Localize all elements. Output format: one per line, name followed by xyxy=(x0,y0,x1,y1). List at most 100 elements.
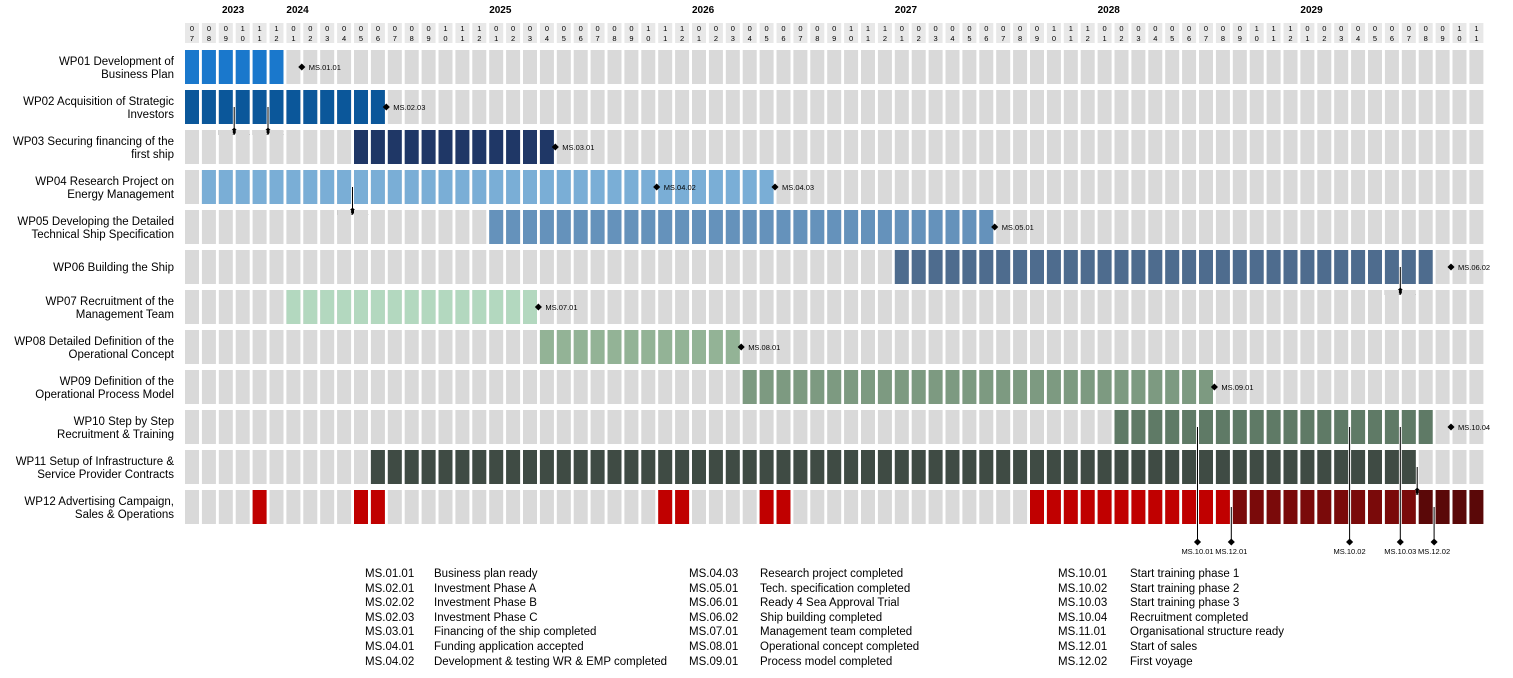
grid-cell xyxy=(320,210,335,244)
grid-cell xyxy=(337,410,352,444)
grid-cell xyxy=(1199,290,1213,324)
milestone-code: MS.07.01 xyxy=(545,303,577,312)
wp-bar-cell xyxy=(1351,410,1366,444)
month-digit-units: 6 xyxy=(984,34,988,43)
milestone-diamond xyxy=(991,223,999,231)
grid-cell xyxy=(725,50,740,84)
grid-cell xyxy=(1283,330,1298,364)
grid-cell xyxy=(337,330,352,364)
wp-bar-cell xyxy=(404,130,419,164)
wp-bar-cell xyxy=(1182,490,1197,524)
grid-cell xyxy=(370,330,385,364)
grid-cell xyxy=(1401,290,1416,324)
legend-description: Recruitment completed xyxy=(1130,611,1249,624)
grid-cell xyxy=(218,210,233,244)
wp-bar-cell xyxy=(421,170,436,204)
grid-cell xyxy=(218,490,233,524)
grid-cell xyxy=(1452,90,1467,124)
wp-bar-cell xyxy=(1030,250,1044,284)
wp-bar-cell xyxy=(861,370,875,404)
wp-bar-cell xyxy=(506,450,521,484)
wp-bar-cell xyxy=(337,170,352,204)
grid-cell xyxy=(235,330,250,364)
wp-bar-cell xyxy=(675,170,690,204)
grid-cell xyxy=(1199,50,1213,84)
wp-bar-cell xyxy=(590,170,605,204)
month-digit-units: 7 xyxy=(393,34,397,43)
wp-bar-cell xyxy=(1401,410,1416,444)
grid-cell xyxy=(472,50,487,84)
grid-cell xyxy=(1351,50,1366,84)
month-digit-units: 2 xyxy=(477,34,481,43)
grid-cell xyxy=(692,50,706,84)
grid-cell xyxy=(1317,170,1332,204)
grid-cell xyxy=(675,50,690,84)
grid-cell xyxy=(1452,50,1467,84)
month-digit-units: 1 xyxy=(1069,34,1073,43)
grid-cell xyxy=(877,410,892,444)
grid-cell xyxy=(1215,170,1230,204)
grid-cell xyxy=(303,210,318,244)
wp-bar-cell xyxy=(1283,410,1298,444)
month-header-cell xyxy=(455,23,470,43)
wp-bar-cell xyxy=(725,170,740,204)
wp-label: WP05 Developing the Detailed xyxy=(17,216,174,228)
grid-cell xyxy=(252,130,267,164)
grid-cell xyxy=(708,370,723,404)
grid-cell xyxy=(708,130,723,164)
wp-bar-cell xyxy=(370,170,385,204)
grid-cell xyxy=(370,250,385,284)
wp-bar-cell xyxy=(320,290,335,324)
wp-bar-cell xyxy=(1266,450,1281,484)
grid-cell xyxy=(506,250,521,284)
wp-bar-cell xyxy=(303,170,318,204)
legend-code: MS.10.03 xyxy=(1058,597,1108,610)
month-header-cell xyxy=(894,23,909,43)
grid-cell xyxy=(337,250,352,284)
month-digit-tens: 1 xyxy=(477,24,481,33)
grid-cell xyxy=(303,330,318,364)
month-digit-tens: 0 xyxy=(832,24,836,33)
wp-bar-cell xyxy=(1097,370,1112,404)
grid-cell xyxy=(286,130,301,164)
wp-bar-cell xyxy=(1063,490,1078,524)
month-digit-tens: 0 xyxy=(798,24,802,33)
month-digit-units: 6 xyxy=(781,34,785,43)
month-digit-tens: 0 xyxy=(950,24,954,33)
month-digit-units: 6 xyxy=(1187,34,1191,43)
month-header-cell xyxy=(489,23,504,43)
grid-cell xyxy=(1030,330,1044,364)
grid-cell xyxy=(979,90,994,124)
grid-cell xyxy=(269,450,284,484)
month-header-cell xyxy=(1114,23,1129,43)
wp-bar-cell xyxy=(421,290,436,324)
grid-cell xyxy=(725,250,740,284)
grid-cell xyxy=(1131,330,1146,364)
wp-label: WP10 Step by Step xyxy=(74,416,174,428)
wp-bar-cell xyxy=(387,290,402,324)
grid-cell xyxy=(337,50,352,84)
wp-bar-cell xyxy=(201,50,216,84)
month-digit-units: 7 xyxy=(798,34,802,43)
legend-description: Organisational structure ready xyxy=(1130,626,1285,639)
milestone-code: MS.10.04 xyxy=(1458,423,1490,432)
wp-bar-cell xyxy=(354,170,368,204)
grid-cell xyxy=(759,410,774,444)
wp-bar-cell xyxy=(354,90,368,124)
grid-cell xyxy=(793,130,808,164)
milestone-code: MS.01.01 xyxy=(309,63,341,72)
wp-bar-cell xyxy=(1384,410,1399,444)
month-digit-units: 0 xyxy=(241,34,245,43)
grid-cell xyxy=(1384,90,1399,124)
month-digit-units: 1 xyxy=(1305,34,1309,43)
wp-bar-cell xyxy=(201,170,216,204)
month-digit-tens: 0 xyxy=(511,24,515,33)
grid-cell xyxy=(354,210,368,244)
month-digit-tens: 0 xyxy=(207,24,211,33)
grid-cell xyxy=(1435,170,1450,204)
grid-cell xyxy=(1182,90,1197,124)
grid-cell xyxy=(1452,290,1467,324)
wp-bar-cell xyxy=(235,90,250,124)
month-digit-units: 3 xyxy=(934,34,938,43)
wp-bar-cell xyxy=(725,450,740,484)
